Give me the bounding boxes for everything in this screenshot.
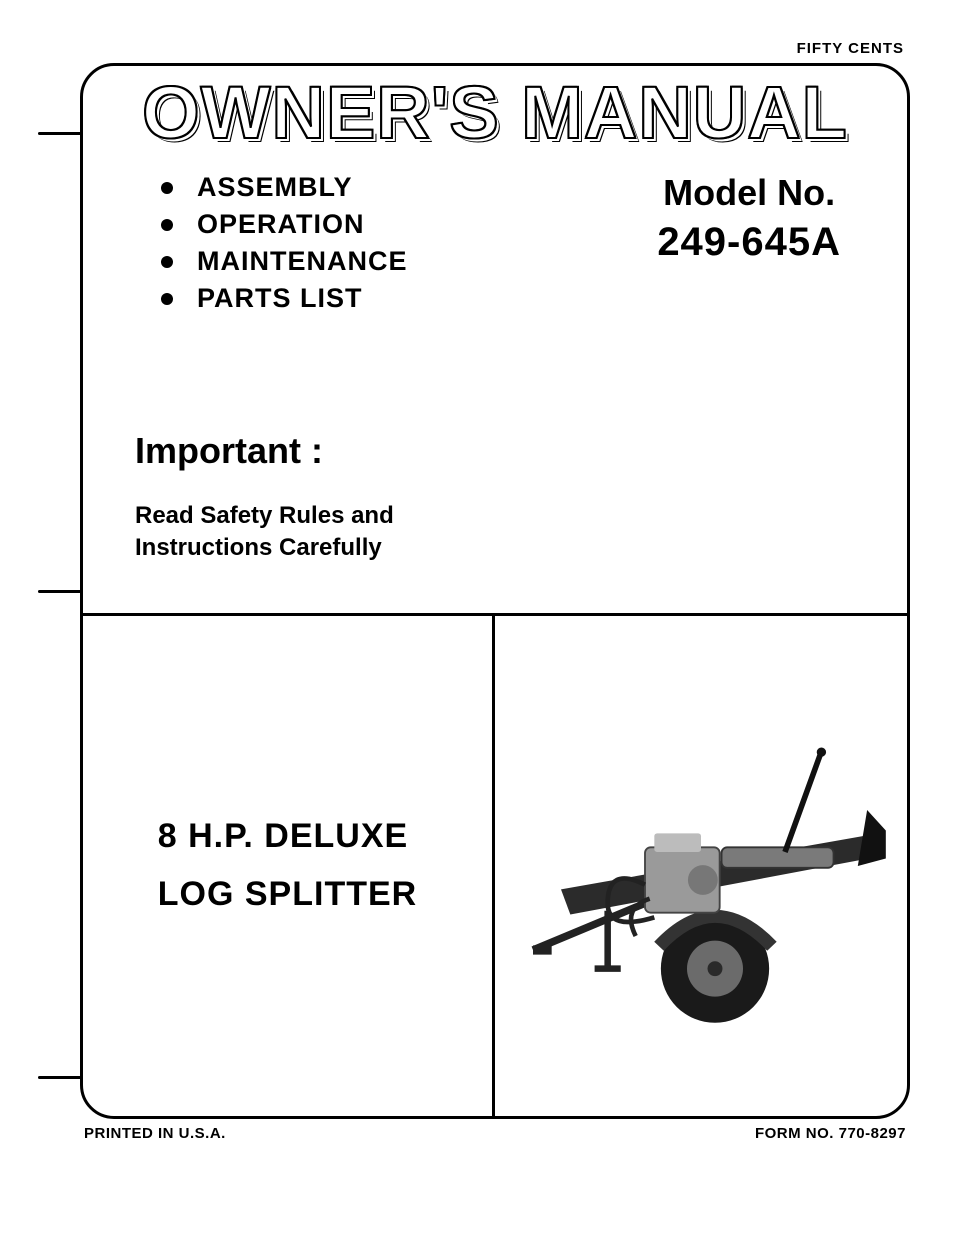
lower-split: 8 H.P. DELUXE LOG SPLITTER: [83, 613, 907, 1116]
product-name-panel: 8 H.P. DELUXE LOG SPLITTER: [83, 616, 495, 1116]
price-label: FIFTY CENTS: [80, 40, 910, 57]
model-block: Model No. 249-645A: [657, 172, 871, 265]
bullet-assembly: ASSEMBLY: [161, 172, 408, 203]
header-row: ASSEMBLY OPERATION MAINTENANCE PARTS LIS…: [101, 172, 889, 320]
footer-printed-in: PRINTED IN U.S.A.: [84, 1125, 226, 1142]
important-line-1: Read Safety Rules and: [135, 502, 394, 529]
footer-form-number: FORM NO. 770-8297: [755, 1125, 906, 1142]
important-heading: Important :: [135, 430, 871, 472]
product-name-line-1: 8 H.P. DELUXE: [158, 817, 408, 855]
contents-list: ASSEMBLY OPERATION MAINTENANCE PARTS LIS…: [161, 172, 408, 320]
footer: PRINTED IN U.S.A. FORM NO. 770-8297: [80, 1119, 910, 1142]
important-text: Read Safety Rules and Instructions Caref…: [135, 500, 871, 565]
bullet-parts-list: PARTS LIST: [161, 283, 408, 314]
page-content: FIFTY CENTS OWNER'S MANUAL ASSEMBLY OPER…: [80, 40, 910, 1142]
scan-artifact: [38, 1076, 82, 1079]
important-line-2: Instructions Carefully: [135, 534, 382, 561]
important-block: Important : Read Safety Rules and Instru…: [101, 320, 889, 595]
main-title: OWNER'S MANUAL: [101, 76, 889, 150]
bullet-operation: OPERATION: [161, 209, 408, 240]
bullet-maintenance: MAINTENANCE: [161, 246, 408, 277]
model-number: 249-645A: [657, 220, 841, 265]
model-label: Model No.: [657, 172, 841, 214]
scan-artifact: [38, 590, 82, 593]
frame-upper: OWNER'S MANUAL ASSEMBLY OPERATION MAINTE…: [83, 66, 907, 613]
product-image-panel: [495, 616, 907, 1116]
product-illustration: [505, 670, 897, 1062]
product-name: 8 H.P. DELUXE LOG SPLITTER: [158, 808, 417, 924]
product-name-line-2: LOG SPLITTER: [158, 875, 417, 913]
scan-artifact: [38, 132, 82, 135]
document-frame: OWNER'S MANUAL ASSEMBLY OPERATION MAINTE…: [80, 63, 910, 1119]
